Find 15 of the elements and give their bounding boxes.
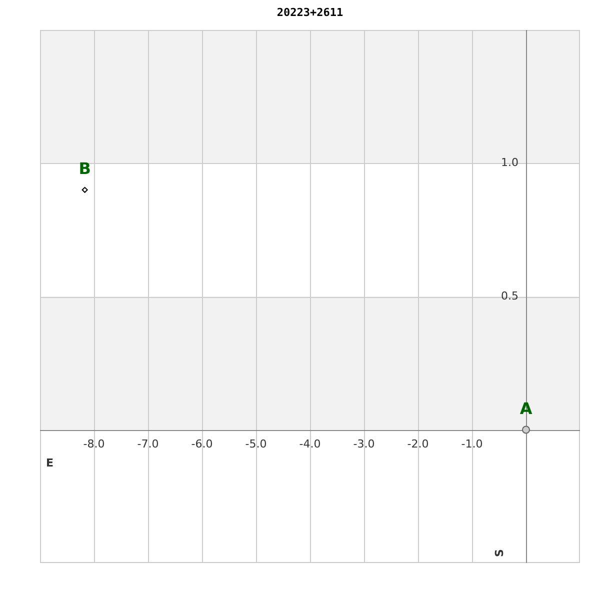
- annotation: S: [492, 548, 506, 557]
- x-tick-label: -7.0: [137, 437, 159, 450]
- x-tick-label: -5.0: [245, 437, 267, 450]
- x-tick-label: -4.0: [299, 437, 321, 450]
- x-tick-label: -2.0: [407, 437, 429, 450]
- annotation: E: [46, 456, 54, 470]
- series-label: B: [78, 159, 91, 178]
- x-tick-label: -6.0: [191, 437, 213, 450]
- y-tick-label: 1.0: [501, 156, 518, 170]
- y-tick-label: 0.5: [501, 289, 518, 302]
- x-tick-label: -3.0: [353, 437, 375, 450]
- series-label: A: [520, 398, 533, 418]
- x-tick-label: -1.0: [461, 437, 483, 450]
- x-tick-label: -8.0: [83, 437, 105, 450]
- chart-title: 20223+2611: [276, 6, 344, 19]
